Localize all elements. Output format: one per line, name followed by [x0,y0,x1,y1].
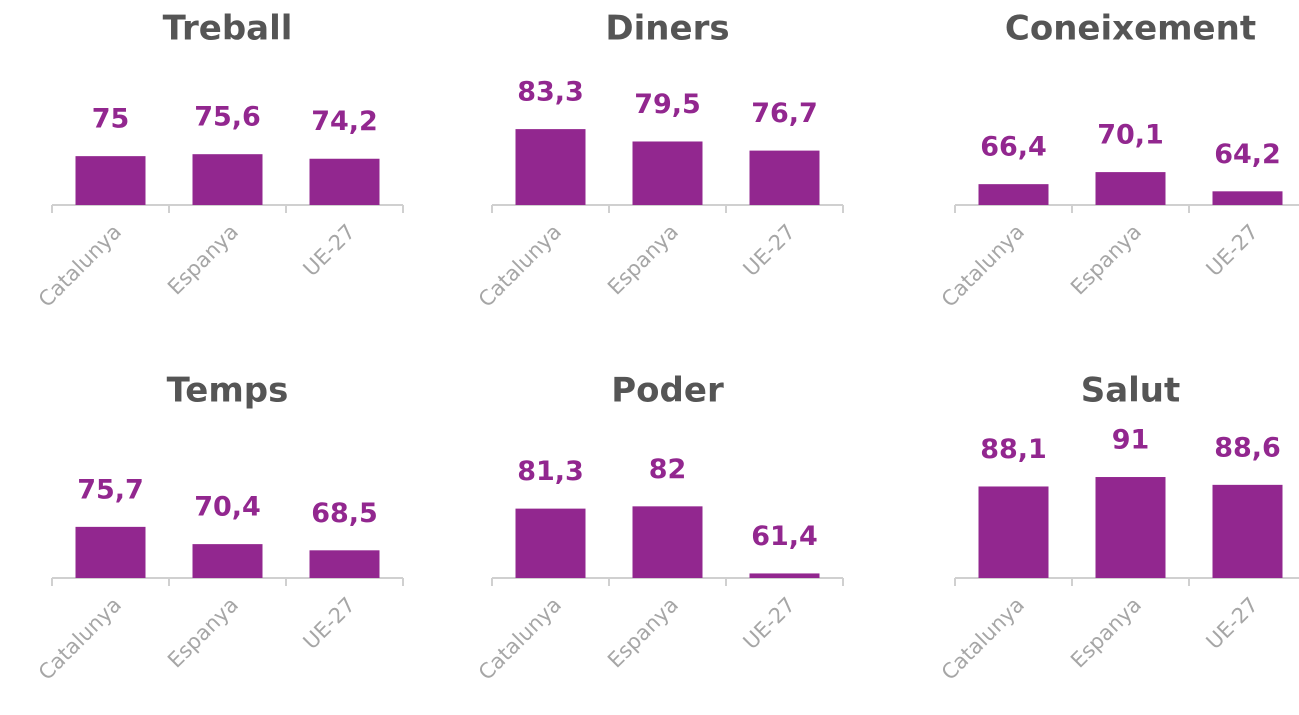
value-label: 61,4 [751,521,818,552]
bar [515,129,586,205]
x-tick-label: Espanya [163,593,243,673]
x-tick-label: UE-27 [739,593,800,654]
x-tick-label: Catalunya [474,593,566,685]
value-label: 82 [649,454,687,485]
value-label: 75 [92,104,130,135]
value-label: 64,2 [1214,139,1281,170]
chart-title: Diners [605,9,729,49]
bar [75,156,146,205]
x-tick-label: UE-27 [299,220,360,281]
chart-title: Temps [167,371,289,411]
bar [309,550,380,578]
x-tick-label: Espanya [163,220,243,300]
x-tick-label: UE-27 [1202,220,1263,281]
x-tick-label: UE-27 [1202,593,1263,654]
x-tick-label: UE-27 [739,220,800,281]
bar [632,506,703,578]
x-tick-label: Espanya [603,593,683,673]
bar [515,508,586,578]
x-tick-label: Espanya [1066,220,1146,300]
value-label: 68,5 [311,498,378,529]
value-label: 88,1 [980,434,1047,465]
x-tick-label: Catalunya [474,220,566,312]
x-tick-label: Catalunya [34,220,126,312]
bar [1212,484,1283,578]
x-tick-label: Catalunya [34,593,126,685]
value-label: 70,1 [1097,120,1164,151]
value-label: 81,3 [517,456,584,487]
bar [1095,172,1166,205]
chart-title: Treball [163,9,293,49]
chart-title: Salut [1081,371,1181,411]
x-tick-label: Catalunya [937,593,1029,685]
x-tick-label: Catalunya [937,220,1029,312]
chart-title: Poder [611,371,724,411]
chart-title: Coneixement [1005,9,1256,49]
value-label: 76,7 [751,98,818,129]
x-tick-label: UE-27 [299,593,360,654]
bar [1095,477,1166,578]
value-label: 79,5 [634,89,701,120]
value-label: 75,7 [77,474,144,505]
bar [75,526,146,578]
bar [978,486,1049,578]
x-tick-label: Espanya [603,220,683,300]
bar [309,158,380,205]
x-tick-label: Espanya [1066,593,1146,673]
value-label: 66,4 [980,132,1047,163]
bar [632,141,703,205]
value-label: 75,6 [194,102,261,133]
bar [978,184,1049,205]
value-label: 88,6 [1214,432,1281,463]
value-label: 83,3 [517,77,584,108]
value-label: 74,2 [311,106,378,137]
bar [192,544,263,578]
value-label: 91 [1112,425,1150,456]
bar [749,573,820,578]
bar [1212,191,1283,205]
bar [192,154,263,205]
bar [749,150,820,205]
value-label: 70,4 [194,492,261,523]
